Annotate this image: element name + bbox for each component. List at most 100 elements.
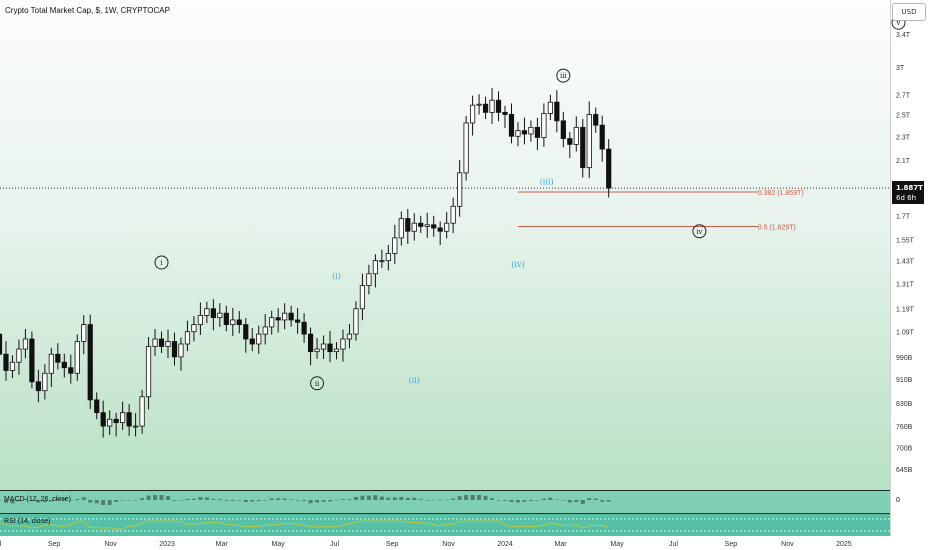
candle-body[interactable] bbox=[42, 372, 48, 392]
currency-button[interactable]: USD bbox=[892, 3, 926, 21]
candle-body[interactable] bbox=[126, 412, 132, 427]
candle-body[interactable] bbox=[547, 101, 553, 114]
candle-body[interactable] bbox=[269, 317, 275, 328]
rsi-legend[interactable]: RSI (14, close) bbox=[4, 518, 51, 525]
candle-body[interactable] bbox=[55, 353, 61, 363]
candle-body[interactable] bbox=[573, 126, 579, 145]
candle-body[interactable] bbox=[366, 273, 372, 286]
candle-body[interactable] bbox=[275, 317, 281, 321]
candle-body[interactable] bbox=[534, 126, 541, 138]
wave-label[interactable]: ii bbox=[315, 380, 320, 388]
candle-body[interactable] bbox=[113, 418, 119, 424]
macd-legend[interactable]: MACD (12, 26, close) bbox=[4, 496, 71, 503]
candle-body[interactable] bbox=[411, 222, 417, 232]
candle-body[interactable] bbox=[405, 218, 411, 232]
candle-body[interactable] bbox=[29, 338, 35, 383]
candle-body[interactable] bbox=[495, 99, 502, 113]
candle-body[interactable] bbox=[158, 338, 165, 347]
candle-body[interactable] bbox=[450, 205, 456, 224]
candle-body[interactable] bbox=[68, 367, 74, 374]
candle-body[interactable] bbox=[437, 227, 443, 232]
candle-body[interactable] bbox=[392, 237, 398, 254]
candle-body[interactable] bbox=[541, 113, 547, 138]
candle-body[interactable] bbox=[379, 260, 385, 263]
candle-body[interactable] bbox=[586, 114, 592, 169]
candle-body[interactable] bbox=[81, 324, 87, 342]
candle-body[interactable] bbox=[320, 343, 327, 350]
candle-body[interactable] bbox=[554, 101, 560, 122]
wave-label[interactable]: iv bbox=[696, 228, 702, 236]
candle-body[interactable] bbox=[191, 324, 197, 333]
candle-body[interactable] bbox=[288, 312, 294, 321]
candle-body[interactable] bbox=[249, 338, 255, 345]
candle-body[interactable] bbox=[262, 326, 268, 335]
candle-body[interactable] bbox=[469, 104, 476, 124]
wave-label[interactable]: iii bbox=[560, 72, 567, 80]
candle-body[interactable] bbox=[418, 222, 424, 227]
candle-body[interactable] bbox=[444, 222, 450, 232]
candle-body[interactable] bbox=[210, 308, 216, 319]
candle-body[interactable] bbox=[457, 172, 463, 207]
candle-body[interactable] bbox=[301, 321, 307, 335]
candle-body[interactable] bbox=[340, 338, 346, 350]
candle-body[interactable] bbox=[48, 353, 54, 374]
candle-body[interactable] bbox=[567, 138, 573, 145]
candle-body[interactable] bbox=[107, 418, 113, 427]
candle-body[interactable] bbox=[424, 224, 430, 227]
wave-label[interactable]: (i) bbox=[332, 272, 341, 281]
candle-body[interactable] bbox=[204, 308, 210, 316]
candle-body[interactable] bbox=[139, 396, 145, 427]
candle-body[interactable] bbox=[217, 312, 223, 319]
candle-body[interactable] bbox=[87, 324, 93, 401]
candle-body[interactable] bbox=[606, 148, 612, 189]
candle-body[interactable] bbox=[482, 103, 489, 113]
candle-body[interactable] bbox=[560, 120, 566, 139]
candle-body[interactable] bbox=[236, 319, 242, 325]
candle-body[interactable] bbox=[346, 333, 353, 340]
candle-body[interactable] bbox=[171, 341, 178, 358]
candle-body[interactable] bbox=[521, 130, 528, 135]
candle-body[interactable] bbox=[359, 285, 366, 310]
candle-body[interactable] bbox=[16, 348, 22, 363]
candle-body[interactable] bbox=[282, 312, 288, 321]
candle-body[interactable] bbox=[515, 130, 521, 137]
candle-body[interactable] bbox=[593, 114, 599, 126]
candle-body[interactable] bbox=[502, 111, 508, 115]
candle-body[interactable] bbox=[314, 348, 320, 353]
fibonacci-levels[interactable]: 0.382 (1.859T) 0.5 (1.629T) bbox=[517, 190, 804, 232]
candle-body[interactable] bbox=[528, 126, 534, 135]
candle-body[interactable] bbox=[580, 126, 586, 169]
candle-body[interactable] bbox=[100, 412, 106, 427]
candle-body[interactable] bbox=[152, 338, 158, 347]
candle-body[interactable] bbox=[385, 253, 391, 262]
candle-body[interactable] bbox=[178, 343, 184, 358]
candle-body[interactable] bbox=[489, 99, 495, 113]
candle-body[interactable] bbox=[599, 124, 605, 150]
price-axis-background[interactable] bbox=[890, 0, 932, 536]
candle-body[interactable] bbox=[184, 331, 191, 345]
candle-body[interactable] bbox=[197, 315, 204, 325]
candle-body[interactable] bbox=[223, 312, 229, 325]
candle-body[interactable] bbox=[463, 122, 469, 174]
candle-body[interactable] bbox=[295, 319, 301, 323]
wave-label[interactable]: v bbox=[895, 19, 900, 27]
wave-label[interactable]: (iv) bbox=[511, 260, 524, 269]
candle-body[interactable] bbox=[243, 324, 249, 340]
candle-body[interactable] bbox=[372, 260, 378, 275]
candle-body[interactable] bbox=[120, 412, 126, 424]
candlestick-series[interactable] bbox=[0, 88, 612, 438]
candle-body[interactable] bbox=[61, 361, 67, 369]
candle-body[interactable] bbox=[132, 425, 139, 428]
wave-label[interactable]: (iii) bbox=[540, 178, 554, 187]
candle-body[interactable] bbox=[508, 114, 515, 137]
candle-body[interactable] bbox=[145, 346, 152, 398]
wave-label[interactable]: i bbox=[160, 259, 163, 267]
candle-body[interactable] bbox=[74, 341, 80, 374]
candle-body[interactable] bbox=[22, 338, 29, 350]
candle-body[interactable] bbox=[256, 333, 262, 345]
candle-body[interactable] bbox=[398, 218, 404, 239]
candle-body[interactable] bbox=[333, 348, 340, 353]
candle-body[interactable] bbox=[431, 224, 437, 229]
